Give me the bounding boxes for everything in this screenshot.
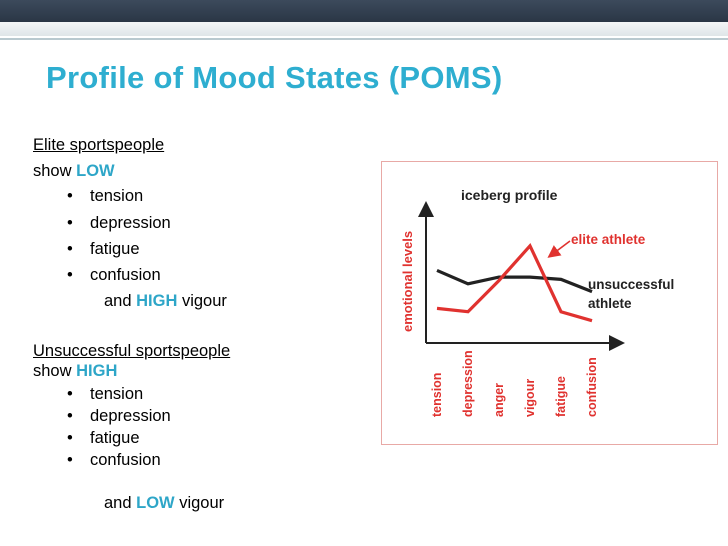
unsuccessful-label-line2: athlete <box>588 296 632 311</box>
slide-header-band <box>0 22 728 36</box>
header-divider <box>0 38 728 40</box>
unsuccessful-item-label: depression <box>90 407 171 425</box>
unsuccessful-item-label: fatigue <box>90 429 140 447</box>
unsuccessful-bullet-item: • confusion <box>67 451 161 470</box>
unsuccessful-bullet-item: • fatigue <box>67 429 140 448</box>
bullet-icon: • <box>67 385 73 403</box>
slide-title: Profile of Mood States (POMS) <box>46 60 503 95</box>
unsuccessful-show-line: show HIGH <box>33 362 117 381</box>
bullet-icon: • <box>67 214 73 232</box>
bullet-icon: • <box>67 407 73 425</box>
unsuccessful-tail-line: and LOW vigour <box>104 494 224 513</box>
elite-show-prefix: show <box>33 162 77 180</box>
bullet-icon: • <box>67 187 73 205</box>
elite-label-arrow <box>547 240 571 258</box>
series-line-elite <box>436 242 593 323</box>
elite-item-label: tension <box>90 187 144 205</box>
elite-show-line: show LOW <box>33 162 115 181</box>
series-label-unsuccessful: unsuccessful athlete <box>588 277 678 311</box>
elite-bullet-item: • tension <box>67 187 143 206</box>
x-tick-label: fatigue <box>554 376 568 417</box>
bullet-icon: • <box>67 451 73 469</box>
elite-tail-line: and HIGH vigour <box>104 292 227 311</box>
elite-tail-prefix: and <box>104 292 137 310</box>
elite-tail-level: HIGH <box>136 292 178 310</box>
series-label-elite: elite athlete <box>571 232 646 247</box>
elite-show-level: LOW <box>76 162 115 180</box>
series-line-unsuccessful <box>436 268 593 294</box>
iceberg-chart: iceberg profile emotional levels elite a… <box>400 187 678 417</box>
x-tick-label: vigour <box>523 379 537 417</box>
unsuccessful-label-line1: unsuccessful <box>588 277 674 292</box>
elite-item-label: confusion <box>90 266 161 284</box>
x-tick-label: confusion <box>585 357 599 417</box>
unsuccessful-tail-level: LOW <box>136 494 175 512</box>
unsuccessful-item-label: confusion <box>90 451 161 469</box>
elite-heading: Elite sportspeople <box>33 136 165 154</box>
unsuccessful-heading: Unsuccessful sportspeople <box>33 342 231 360</box>
elite-bullet-item: • confusion <box>67 266 161 285</box>
bullet-icon: • <box>67 266 73 284</box>
unsuccessful-tail-prefix: and <box>104 494 137 512</box>
x-tick-label: anger <box>492 383 506 417</box>
iceberg-chart-panel: iceberg profile emotional levels elite a… <box>381 161 718 445</box>
unsuccessful-bullet-item: • depression <box>67 407 171 426</box>
y-axis-label: emotional levels <box>400 231 415 332</box>
elite-item-label: fatigue <box>90 240 140 258</box>
chart-series-group <box>436 242 593 323</box>
x-tick-label: depression <box>461 350 475 417</box>
elite-bullet-item: • depression <box>67 214 171 233</box>
unsuccessful-tail-suffix: vigour <box>174 494 225 512</box>
chart-title: iceberg profile <box>461 187 558 203</box>
unsuccessful-show-prefix: show <box>33 362 77 380</box>
elite-item-label: depression <box>90 214 171 232</box>
unsuccessful-show-level: HIGH <box>76 362 118 380</box>
bullet-icon: • <box>67 429 73 447</box>
x-tick-labels: tension depression anger vigour fatigue confu… <box>430 350 599 417</box>
unsuccessful-item-label: tension <box>90 385 144 403</box>
elite-tail-suffix: vigour <box>177 292 227 310</box>
bullet-icon: • <box>67 240 73 258</box>
x-tick-label: tension <box>430 373 444 417</box>
elite-bullet-item: • fatigue <box>67 240 140 259</box>
slide-top-bar <box>0 0 728 22</box>
unsuccessful-bullet-item: • tension <box>67 385 143 404</box>
